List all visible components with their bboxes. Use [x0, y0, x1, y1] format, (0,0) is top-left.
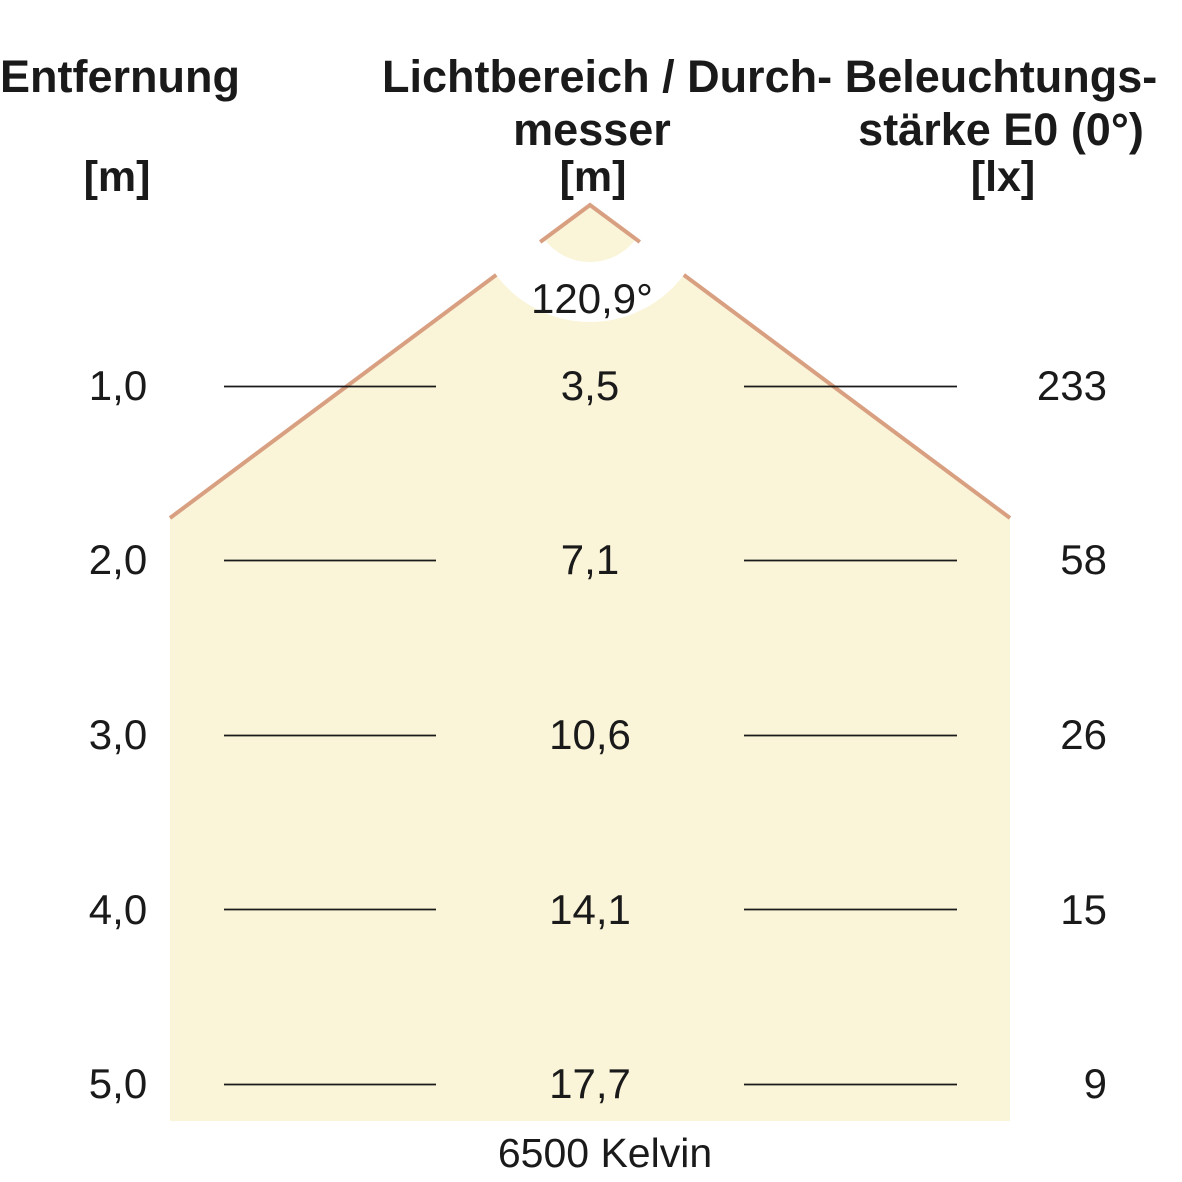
illuminance-value: 9 — [1083, 1060, 1107, 1107]
illuminance-value: 233 — [1036, 362, 1107, 409]
beam-apex-wedge — [544, 205, 636, 263]
header-diameter-unit: [m] — [559, 153, 627, 201]
beam-apex-wedge-edges — [539, 202, 641, 244]
diameter-value: 7,1 — [560, 536, 620, 583]
illuminance-value: 26 — [1060, 711, 1107, 758]
header-distance-unit: [m] — [83, 153, 151, 201]
diameter-value: 17,7 — [549, 1060, 631, 1107]
diameter-value: 14,1 — [549, 886, 631, 933]
beam-angle-value: 120,9° — [531, 275, 653, 322]
header-illuminance-title-line2: stärke E0 (0°) — [858, 104, 1144, 155]
header-illuminance-title-line1: Beleuchtungs- — [844, 51, 1158, 102]
beam-cone-shape — [170, 205, 1010, 1121]
header-illuminance-unit: [lx] — [970, 153, 1036, 201]
header-diameter-title-line1: Lichtbereich / Durch- — [382, 51, 833, 102]
color-temperature-label: 6500 Kelvin — [497, 1130, 713, 1176]
distance-value: 4,0 — [88, 886, 148, 933]
header-distance-title: Entfernung — [0, 51, 240, 102]
diameter-value: 3,5 — [560, 362, 620, 409]
distance-value: 2,0 — [88, 536, 148, 583]
diameter-value: 10,6 — [549, 711, 631, 758]
illuminance-value: 15 — [1060, 886, 1107, 933]
distance-value: 5,0 — [88, 1060, 148, 1107]
illuminance-value: 58 — [1060, 536, 1107, 583]
distance-value: 3,0 — [88, 711, 148, 758]
header-diameter-title-line2: messer — [513, 104, 671, 155]
header-diameter-title: Lichtbereich / Durch- messer — [382, 50, 833, 156]
distance-value: 1,0 — [88, 362, 148, 409]
header-illuminance-title: Beleuchtungs- stärke E0 (0°) — [821, 50, 1181, 156]
